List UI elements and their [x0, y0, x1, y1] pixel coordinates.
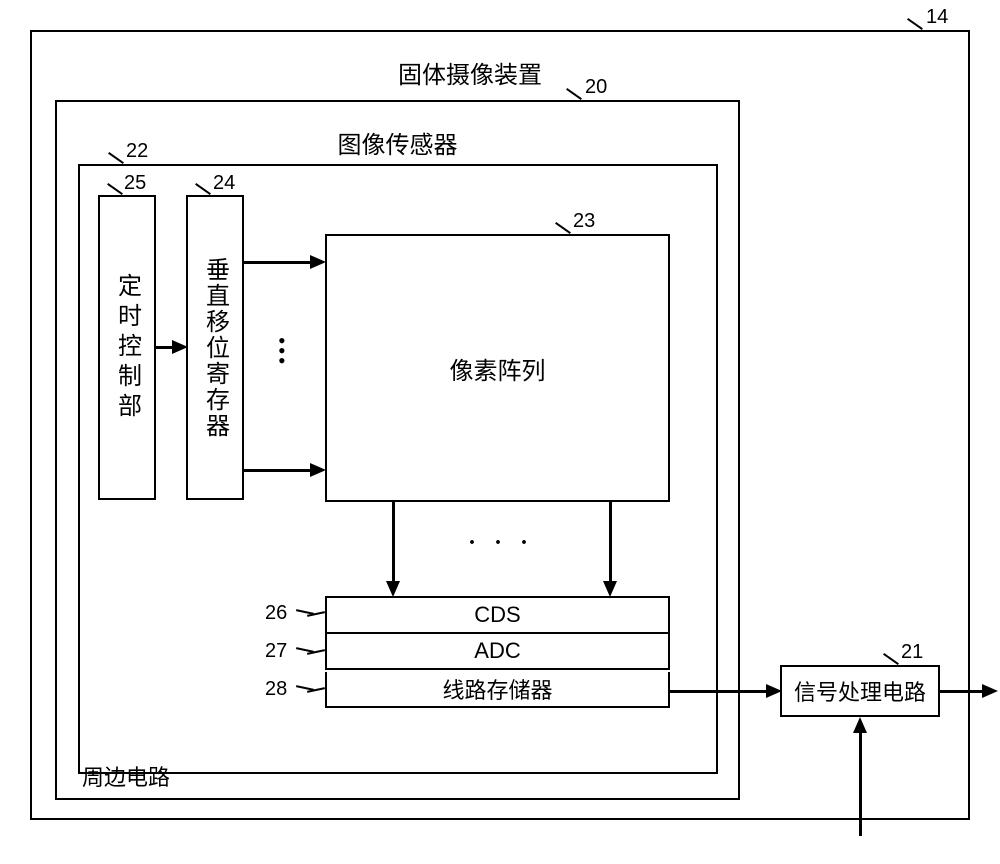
cds-ref: 26 — [265, 602, 287, 625]
cds-box: CDS — [325, 596, 670, 634]
arrow-sig-out-line — [940, 690, 986, 693]
arrow-vshift-pixel-bot-line — [244, 469, 314, 472]
pixel-array-box: 像素阵列 — [325, 234, 670, 502]
image-sensor-title: 图像传感器 — [55, 125, 740, 160]
arrow-timing-to-vshift-head — [172, 340, 188, 354]
adc-box: ADC — [325, 634, 670, 670]
arrow-sig-in-line — [859, 731, 862, 836]
adc-ref: 27 — [265, 640, 287, 663]
hdots-pixel-cds: · · · — [468, 530, 534, 557]
periph-area-ref: 22 — [126, 140, 148, 163]
timing-ctrl-ref: 25 — [124, 172, 146, 195]
lmem-label: 线路存储器 — [442, 673, 552, 705]
vshift-reg-ref: 24 — [213, 172, 235, 195]
arrow-sig-out-head — [982, 684, 998, 698]
arrow-pixel-cds-left-head — [386, 581, 400, 597]
arrow-sig-in-head — [853, 717, 867, 733]
sig-proc-label: 信号处理电路 — [794, 675, 926, 707]
pixel-array-ref: 23 — [573, 210, 595, 233]
device-outer-title: 固体摄像装置 — [0, 55, 940, 90]
adc-label: ADC — [474, 638, 520, 664]
arrow-pixel-cds-right-head — [603, 581, 617, 597]
arrow-vshift-pixel-bot-head — [310, 463, 326, 477]
arrow-lmem-sig-line — [670, 690, 770, 693]
sig-proc-ref: 21 — [901, 641, 923, 664]
device-outer-lead — [907, 18, 923, 30]
vshift-reg-label: 垂直移位寄存器 — [198, 257, 233, 439]
timing-ctrl-box: 定时控制部 — [98, 195, 156, 500]
image-sensor-ref: 20 — [585, 76, 607, 99]
lmem-box: 线路存储器 — [325, 672, 670, 708]
arrow-vshift-pixel-top-head — [310, 255, 326, 269]
arrow-lmem-sig-head — [766, 684, 782, 698]
sig-proc-box: 信号处理电路 — [780, 665, 940, 717]
arrow-vshift-pixel-top-line — [244, 261, 314, 264]
timing-ctrl-label: 定时控制部 — [110, 273, 145, 423]
device-outer-ref: 14 — [926, 6, 948, 29]
cds-label: CDS — [474, 602, 520, 628]
vdots-vshift-pixel: ••• — [278, 336, 286, 366]
pixel-array-label: 像素阵列 — [450, 351, 546, 386]
arrow-pixel-cds-right-line — [609, 502, 612, 585]
lmem-ref: 28 — [265, 678, 287, 701]
vshift-reg-box: 垂直移位寄存器 — [186, 195, 244, 500]
arrow-pixel-cds-left-line — [392, 502, 395, 585]
